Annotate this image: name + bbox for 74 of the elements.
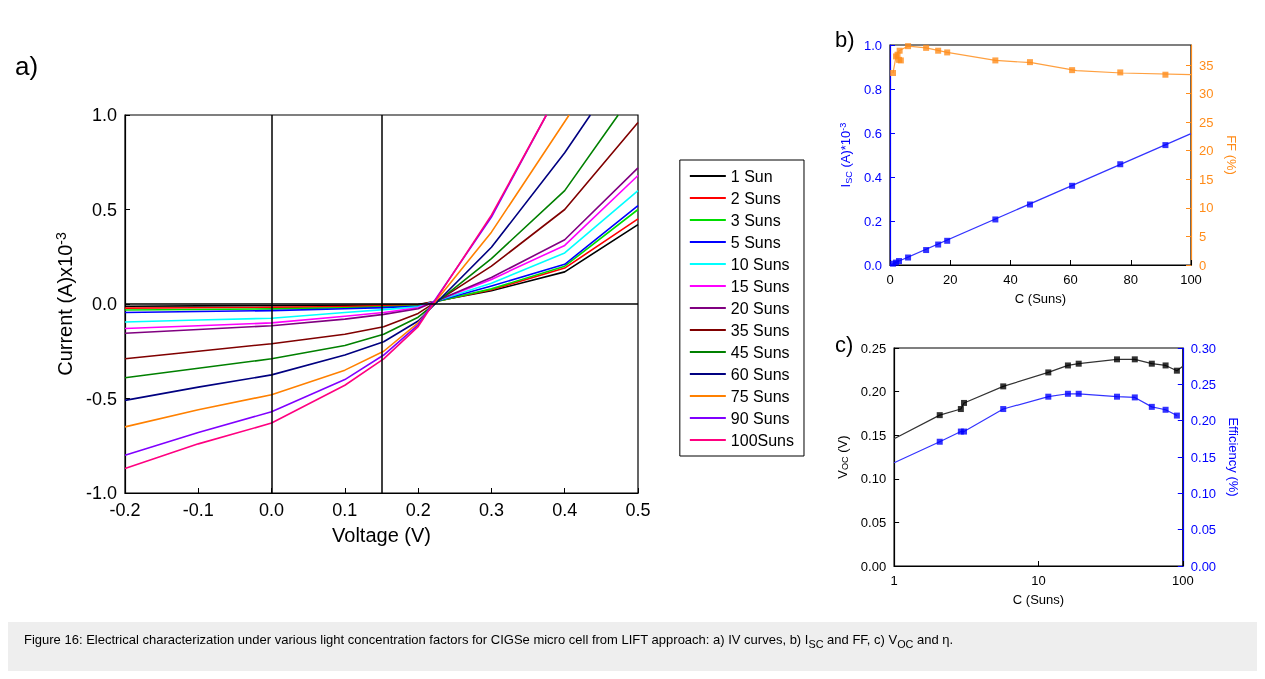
x-tick-label: 20 [942, 272, 958, 287]
y-tick-label: 0.25 [860, 340, 887, 356]
y-axis-title: ISC (A)*10-3 [837, 122, 854, 188]
legend-label: 5 Suns [730, 233, 781, 251]
x-axis-title: C (Suns) [1014, 291, 1067, 306]
y-tick-label: 0.2 [863, 213, 882, 229]
x-tick-label: -0.1 [182, 500, 214, 520]
y2-tick-label: 0.10 [1190, 485, 1217, 501]
y-tick-label: 0.05 [860, 514, 887, 530]
y-tick-label: -1.0 [85, 483, 117, 503]
legend-label: 15 Suns [730, 277, 790, 295]
y-tick-label: 1.0 [863, 37, 882, 53]
legend-label: 45 Suns [730, 343, 790, 361]
y2-axis-title: Efficiency (%) [1226, 417, 1241, 497]
y2-tick-label: 0.25 [1190, 376, 1217, 392]
legend-label: 90 Suns [730, 409, 790, 427]
chart-title: c) [835, 331, 854, 357]
y-axis-title: Current (A)x10-3 [52, 231, 77, 376]
y2-tick-label: 5 [1199, 228, 1207, 244]
x-tick-label: 100 [1171, 573, 1194, 588]
x-tick-label: -0.2 [109, 500, 141, 520]
legend-label: 75 Suns [730, 387, 790, 405]
caption: Figure 16: Electrical characterization under various light concentration factors for CIGSe micro cell from LIFT approach: a) IV curves, b) I$_{SC}$ and FF, c) V$_{OC}$ and η. [24, 631, 955, 652]
x-axis-title: C (Suns) [1012, 592, 1065, 607]
legend-label: 2 Suns [730, 189, 781, 207]
y2-tick-label: 0.05 [1190, 522, 1217, 538]
y2-tick-label: 0.30 [1190, 340, 1217, 356]
y2-tick-label: 0.20 [1190, 413, 1217, 429]
y-tick-label: 0.15 [860, 427, 887, 443]
legend-label: 20 Suns [730, 299, 790, 317]
x-tick-label: 0 [886, 272, 894, 287]
y-tick-label: 1.0 [91, 105, 117, 125]
y2-tick-label: 0.00 [1190, 558, 1217, 574]
legend-label: 3 Suns [730, 211, 781, 229]
y2-tick-label: 10 [1199, 200, 1214, 216]
chart-title: b) [835, 26, 855, 52]
x-tick-label: 0.4 [552, 500, 578, 520]
x-tick-label: 100 [1180, 272, 1202, 287]
y-tick-label: 0.4 [863, 169, 882, 185]
y2-tick-label: 0 [1199, 257, 1207, 273]
y-tick-label: 0.6 [863, 125, 882, 141]
chart-title: a) [15, 51, 39, 81]
legend-label: 60 Suns [730, 365, 790, 383]
y-tick-label: 0.10 [860, 471, 887, 487]
y-tick-label: 0.5 [91, 199, 117, 220]
x-tick-label: 80 [1123, 272, 1139, 287]
x-axis-title: Voltage (V) [332, 524, 431, 546]
y-axis-title: VOC (V) [835, 435, 851, 479]
y2-tick-label: 0.15 [1190, 449, 1217, 465]
x-tick-label: 40 [1003, 272, 1018, 287]
x-tick-label: 10 [1031, 573, 1046, 588]
y2-tick-label: 15 [1199, 171, 1214, 187]
y-tick-label: 0.0 [91, 294, 117, 314]
x-tick-label: 0.2 [405, 500, 431, 520]
y2-tick-label: 20 [1199, 143, 1214, 159]
x-tick-label: 0.5 [625, 500, 651, 520]
y2-tick-label: 35 [1199, 57, 1214, 73]
y-tick-label: 0.8 [863, 81, 882, 97]
y-tick-label: 0.20 [860, 384, 887, 400]
legend-label: 35 Suns [730, 321, 790, 339]
y-tick-label: 0.0 [863, 257, 882, 273]
legend-label: 1 Sun [730, 167, 773, 185]
x-tick-label: 0.0 [259, 500, 285, 520]
y-tick-label: -0.5 [85, 388, 117, 409]
x-tick-label: 0.3 [478, 500, 504, 520]
y2-axis-title: FF (%) [1223, 135, 1239, 175]
x-tick-label: 1 [890, 573, 898, 588]
x-tick-label: 0.1 [332, 500, 358, 520]
x-tick-label: 60 [1063, 272, 1078, 287]
y2-tick-label: 30 [1199, 86, 1214, 102]
y2-tick-label: 25 [1199, 114, 1214, 130]
legend-label: 10 Suns [730, 255, 790, 273]
y-tick-label: 0.00 [860, 558, 887, 574]
legend-label: 100Suns [730, 431, 795, 449]
